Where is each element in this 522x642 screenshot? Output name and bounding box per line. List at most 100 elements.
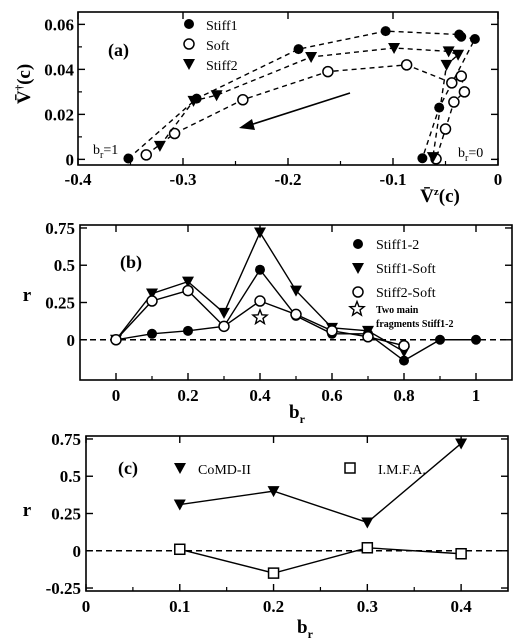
panel-label: (a) xyxy=(108,40,129,61)
y-tick-label: 0 xyxy=(67,331,76,350)
legend-marker xyxy=(174,463,186,474)
data-point xyxy=(398,339,410,352)
x-tick-label: 0 xyxy=(82,597,91,616)
legend-marker xyxy=(352,263,364,274)
data-point xyxy=(380,26,391,37)
x-tick-label: 0 xyxy=(494,170,503,189)
data-point xyxy=(290,308,302,321)
data-point xyxy=(254,227,266,239)
y-tick-label: 0.02 xyxy=(44,105,74,124)
x-tick-label: 0.6 xyxy=(321,386,342,405)
data-point xyxy=(110,334,122,346)
y-tick-label: 0.25 xyxy=(51,505,81,524)
data-point xyxy=(455,70,467,82)
legend-marker xyxy=(352,286,364,298)
y-axis-label: r xyxy=(23,285,32,306)
data-point xyxy=(388,43,401,54)
data-point xyxy=(400,59,413,71)
data-point xyxy=(435,334,445,345)
data-point xyxy=(448,96,460,108)
data-point xyxy=(434,102,445,113)
y-tick-label: 0.04 xyxy=(44,60,74,79)
data-point xyxy=(267,486,280,498)
y-tick-label: 0 xyxy=(73,542,82,561)
data-point xyxy=(153,140,166,152)
data-point xyxy=(361,542,374,554)
x-axis-label: br xyxy=(297,617,314,641)
data-point xyxy=(439,123,452,135)
data-point xyxy=(251,307,269,326)
y-tick-label: 0.75 xyxy=(45,219,75,238)
legend-marker xyxy=(183,59,195,70)
legend-marker xyxy=(348,299,366,317)
data-point xyxy=(399,355,409,366)
data-point xyxy=(442,46,455,58)
data-point xyxy=(446,77,458,89)
y-tick-label: 0.75 xyxy=(51,430,81,449)
data-point xyxy=(469,34,480,44)
data-point xyxy=(458,86,471,98)
legend-label: I.M.F.A. xyxy=(378,463,426,478)
x-tick-label: 0.1 xyxy=(169,597,190,616)
data-point xyxy=(456,31,467,42)
data-point xyxy=(293,44,304,55)
data-point xyxy=(322,65,334,78)
x-tick-label: 0.3 xyxy=(357,597,378,616)
data-point xyxy=(123,153,134,164)
x-tick-label: 0.4 xyxy=(450,597,472,616)
y-tick-label: -0.25 xyxy=(46,579,81,598)
series-line-1 xyxy=(179,547,462,574)
legend-label: Stiff1 xyxy=(206,19,238,34)
data-point xyxy=(471,334,481,345)
data-point xyxy=(452,49,465,61)
x-tick-label: -0.1 xyxy=(380,170,407,189)
data-point xyxy=(254,295,266,307)
annotation-br0: br=0 xyxy=(458,146,483,164)
data-point xyxy=(326,325,338,337)
legend-marker xyxy=(183,38,195,50)
data-point xyxy=(455,438,468,450)
y-tick-label: 0.25 xyxy=(45,294,75,313)
y-tick-label: 0.5 xyxy=(60,467,81,486)
data-point xyxy=(183,325,193,336)
data-point xyxy=(182,276,194,288)
panel-a: -0.4 -0.3 -0.2 -0.1 0 0 0.02 0.04 0.06 Stiff1 Soft… xyxy=(14,11,503,207)
x-tick-label: 0.2 xyxy=(177,386,198,405)
series-line-1 xyxy=(145,64,466,160)
y-tick-label: 0.5 xyxy=(54,256,75,275)
data-point xyxy=(218,320,230,333)
y-tick-label: 0 xyxy=(66,150,75,169)
data-point xyxy=(361,517,374,529)
data-point xyxy=(182,284,194,297)
data-point xyxy=(255,264,265,275)
legend-marker xyxy=(344,462,356,474)
legend-label: Stiff1-2 xyxy=(376,238,419,253)
x-tick-label: 1 xyxy=(472,386,481,405)
data-point xyxy=(146,288,158,300)
data-point xyxy=(237,94,249,106)
data-point xyxy=(290,285,302,297)
data-point xyxy=(174,543,186,556)
data-point xyxy=(417,153,428,164)
direction-arrow-head xyxy=(239,119,255,130)
data-point xyxy=(440,59,453,71)
legend-label: Stiff2-Soft xyxy=(376,286,436,301)
y-axis-label: V̄†(c) xyxy=(14,64,35,104)
y-tick-label: 0.06 xyxy=(44,15,74,34)
x-tick-label: -0.4 xyxy=(65,170,92,189)
legend-label: Soft xyxy=(206,39,229,54)
legend-label: CoMD-II xyxy=(198,463,251,478)
legend-marker xyxy=(353,239,363,249)
x-tick-label: 0.2 xyxy=(263,597,284,616)
data-point xyxy=(140,149,152,161)
data-point xyxy=(362,331,374,343)
x-tick-label: -0.2 xyxy=(275,170,302,189)
x-tick-label: 0.4 xyxy=(249,386,271,405)
panel-b: 0 0.2 0.4 0.6 0.8 1 0 0.25 0.5 0.75 Stiff1-2 Stiff1… xyxy=(23,219,513,426)
legend-label: Two main xyxy=(376,305,419,316)
annotation-br1: br=1 xyxy=(93,143,118,161)
data-point xyxy=(168,127,181,140)
data-point xyxy=(147,328,157,339)
y-axis-label: r xyxy=(23,500,32,521)
